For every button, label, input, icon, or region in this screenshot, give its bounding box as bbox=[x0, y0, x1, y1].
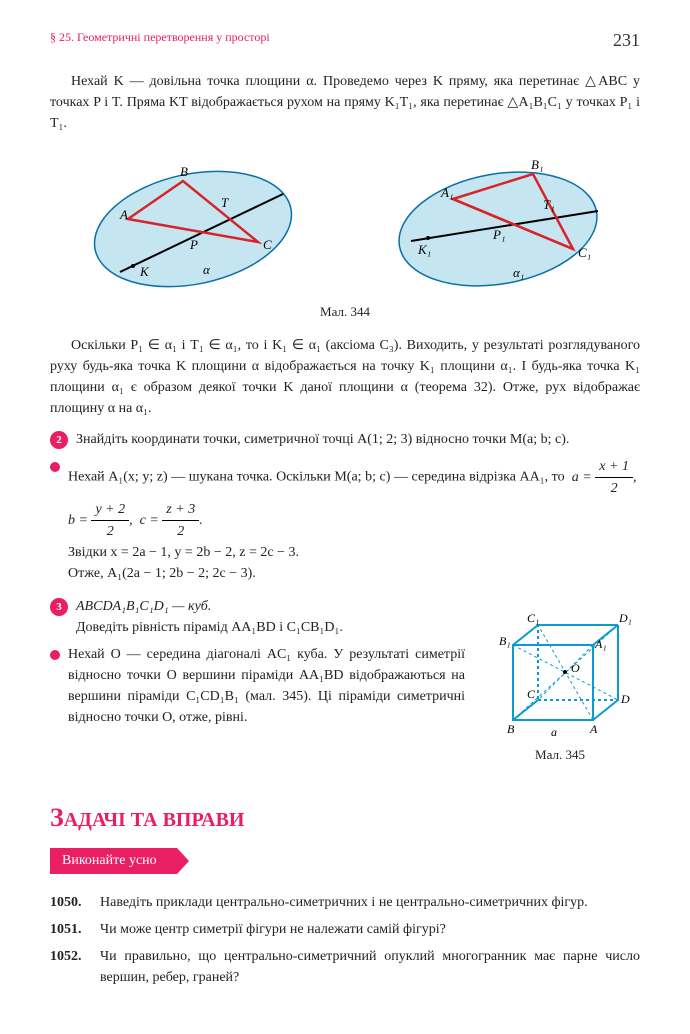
label-alpha: α bbox=[203, 262, 211, 277]
example-3-sol: Нехай O — середина діагоналі AC₁ куба. У… bbox=[68, 644, 465, 728]
intro-paragraph: Нехай K — довільна точка площини α. Пров… bbox=[50, 71, 640, 134]
svg-text:B₁: B₁ bbox=[499, 634, 511, 648]
ex-text-1050: Наведіть приклади центрально-симетричних… bbox=[100, 892, 640, 913]
page-number: 231 bbox=[613, 30, 640, 51]
ex-num-1051: 1051. bbox=[50, 919, 100, 940]
after-figure-paragraph: Оскільки P₁ ∈ α₁ і T₁ ∈ α₁, то і K₁ ∈ α₁… bbox=[50, 335, 640, 419]
example-3: 3 ABCDA₁B₁C₁D₁ — куб. Доведіть рівність … bbox=[50, 596, 465, 638]
section-first-letter: З bbox=[50, 803, 64, 832]
sol-line-3: Отже, A₁(2a − 1; 2b − 2; 2c − 3). bbox=[68, 566, 256, 581]
figure-345-cube: A B C D A₁ B₁ C₁ D₁ O a bbox=[483, 590, 638, 740]
ex-num-1050: 1050. bbox=[50, 892, 100, 913]
label-A1: A₁ bbox=[440, 185, 453, 200]
sol-line-2: Звідки x = 2a − 1, y = 2b − 2, z = 2c − … bbox=[68, 545, 299, 560]
label-B1: B₁ bbox=[531, 157, 543, 172]
svg-text:D₁: D₁ bbox=[618, 611, 632, 625]
example-2-text: Знайдіть координати точки, симетричної т… bbox=[76, 429, 640, 450]
label-P1: P₁ bbox=[492, 227, 505, 242]
svg-text:B: B bbox=[507, 722, 515, 736]
label-K: K bbox=[139, 264, 150, 279]
oral-tab: Виконайте усно bbox=[50, 848, 177, 874]
ex-num-1052: 1052. bbox=[50, 946, 100, 988]
bullet-3: 3 bbox=[50, 598, 68, 616]
example-2: 2 Знайдіть координати точки, симетричної… bbox=[50, 429, 640, 450]
exercise-1050: 1050. Наведіть приклади центрально-симет… bbox=[50, 892, 640, 913]
exercise-1051: 1051. Чи може центр симетрії фігури не н… bbox=[50, 919, 640, 940]
exercise-1052: 1052. Чи правильно, що центрально-симетр… bbox=[50, 946, 640, 988]
label-T: T bbox=[221, 195, 229, 210]
svg-text:A: A bbox=[589, 722, 598, 736]
svg-text:C₁: C₁ bbox=[527, 611, 539, 625]
label-P: P bbox=[189, 237, 198, 252]
formula-a: a = x + 12, bbox=[568, 470, 640, 485]
sol-line-1: Нехай A₁(x; y; z) — шукана точка. Оскіль… bbox=[68, 470, 565, 485]
label-C: C bbox=[263, 237, 272, 252]
formula-b: b = y + 22, bbox=[68, 513, 140, 528]
formula-c: c = z + 32. bbox=[140, 513, 203, 528]
chapter-label: § 25. Геометричні перетворення у простор… bbox=[50, 30, 270, 51]
label-T1: T₁ bbox=[543, 197, 555, 212]
ex-text-1052: Чи правильно, що центрально-симетричний … bbox=[100, 946, 640, 988]
svg-text:a: a bbox=[551, 725, 557, 739]
section-title: Задачі та вправи bbox=[50, 803, 640, 833]
bullet-dot-1 bbox=[50, 462, 60, 472]
label-K1: K₁ bbox=[417, 242, 431, 257]
figure-345-caption: Мал. 345 bbox=[480, 747, 640, 763]
label-A: A bbox=[119, 207, 128, 222]
svg-text:A₁: A₁ bbox=[594, 637, 607, 651]
example-2-solution: Нехай A₁(x; y; z) — шукана точка. Оскіль… bbox=[50, 456, 640, 584]
bullet-dot-2 bbox=[50, 650, 60, 660]
bullet-2: 2 bbox=[50, 431, 68, 449]
example-3-text: ABCDA₁B₁C₁D₁ — куб. Доведіть рівність пі… bbox=[76, 596, 465, 638]
label-C1: C₁ bbox=[578, 245, 591, 260]
ex-text-1051: Чи може центр симетрії фігури не належат… bbox=[100, 919, 640, 940]
svg-text:C: C bbox=[527, 687, 536, 701]
svg-text:D: D bbox=[620, 692, 630, 706]
label-alpha1: α₁ bbox=[513, 265, 524, 280]
section-rest: адачі та вправи bbox=[64, 809, 245, 831]
label-B: B bbox=[180, 164, 188, 179]
example-2-sol-content: Нехай A₁(x; y; z) — шукана точка. Оскіль… bbox=[68, 456, 640, 584]
figure-344-row: A B C T P K α A₁ B₁ C₁ T₁ P₁ K₁ α₁ bbox=[50, 149, 640, 299]
figure-344-caption: Мал. 344 bbox=[50, 304, 640, 320]
page-header: § 25. Геометричні перетворення у простор… bbox=[50, 30, 640, 51]
example-3-layout: 3 ABCDA₁B₁C₁D₁ — куб. Доведіть рівність … bbox=[50, 590, 640, 778]
figure-345-wrapper: A B C D A₁ B₁ C₁ D₁ O a Мал. 345 bbox=[480, 590, 640, 778]
figure-344-left: A B C T P K α bbox=[78, 149, 308, 299]
example-3-solution: Нехай O — середина діагоналі AC₁ куба. У… bbox=[50, 644, 465, 728]
svg-text:O: O bbox=[571, 661, 580, 675]
figure-344-right: A₁ B₁ C₁ T₁ P₁ K₁ α₁ bbox=[383, 149, 613, 299]
